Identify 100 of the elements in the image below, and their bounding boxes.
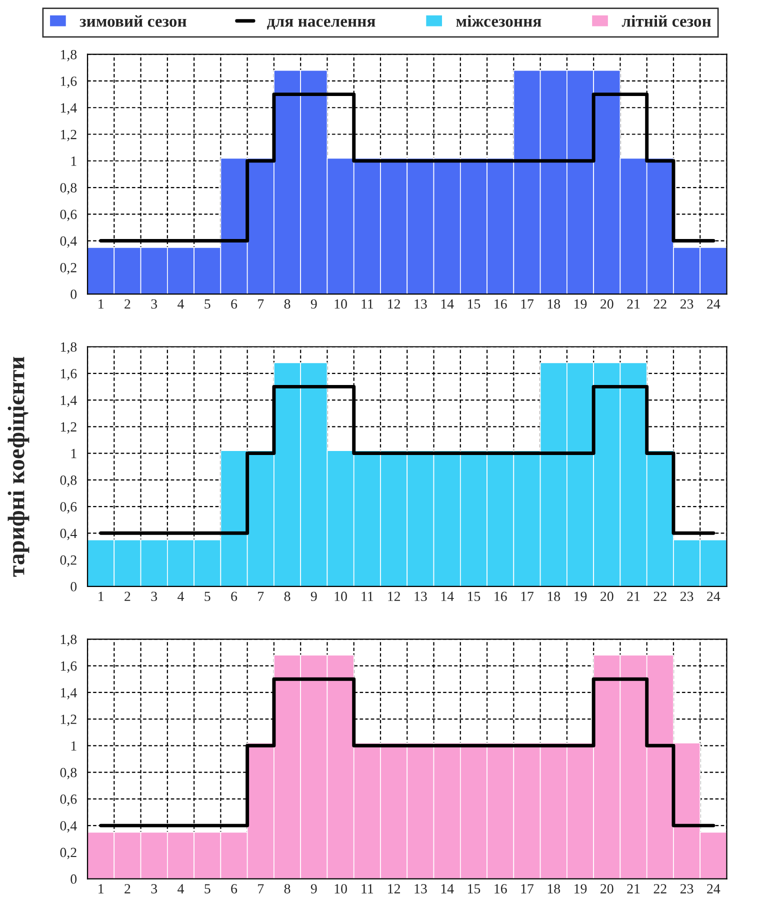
x-tick-label: 11 <box>362 884 374 894</box>
y-tick-label: 1,2 <box>60 714 76 726</box>
y-tick-label: 1,8 <box>60 634 77 646</box>
x-tick-label: 1 <box>98 299 104 309</box>
x-tick-label: 21 <box>627 884 640 894</box>
x-tick-label: 19 <box>574 592 587 602</box>
x-tick-label: 2 <box>124 884 130 894</box>
x-tick-label: 20 <box>600 884 614 894</box>
x-tick-label: 2 <box>124 299 130 309</box>
x-tick-label: 15 <box>468 884 480 894</box>
y-tick-label: 1 <box>71 156 76 166</box>
x-tick-label: 12 <box>388 299 400 309</box>
x-tick-label: 15 <box>468 592 480 602</box>
x-tick-label: 24 <box>707 884 720 894</box>
y-tick-label: 0,2 <box>60 848 76 860</box>
x-tick-label: 22 <box>654 299 666 309</box>
x-tick-label: 11 <box>362 299 374 309</box>
x-tick-label: 16 <box>494 884 507 894</box>
x-tick-label: 3 <box>151 299 158 309</box>
x-tick-label: 18 <box>548 299 560 309</box>
x-tick-label: 14 <box>441 884 454 894</box>
x-tick-label: 2 <box>124 592 130 601</box>
y-axis-title: тарифні коефіцієнти <box>8 356 30 577</box>
y-tick-label: 0,8 <box>60 768 77 780</box>
x-tick-label: 7 <box>258 299 264 309</box>
legend-label: зимовий сезон <box>80 15 186 27</box>
x-tick-label: 13 <box>414 299 427 309</box>
y-tick-label: 1,4 <box>60 103 77 115</box>
x-tick-label: 19 <box>574 884 587 894</box>
y-tick-label: 1 <box>71 741 76 750</box>
x-tick-label: 9 <box>310 299 317 309</box>
y-tick-label: 1,6 <box>60 661 77 673</box>
x-tick-label: 18 <box>548 592 560 602</box>
x-tick-label: 14 <box>441 592 454 601</box>
x-tick-label: 11 <box>362 592 374 601</box>
x-tick-label: 17 <box>521 884 534 894</box>
x-tick-label: 21 <box>627 592 640 601</box>
y-tick-label: 0,6 <box>60 502 77 514</box>
x-tick-label: 15 <box>468 299 480 309</box>
x-tick-label: 10 <box>334 592 347 602</box>
x-tick-label: 12 <box>388 884 400 894</box>
x-tick-label: 17 <box>521 592 534 601</box>
x-tick-label: 17 <box>521 299 534 309</box>
x-tick-label: 20 <box>600 592 614 602</box>
y-tick-label: 0,6 <box>60 210 77 222</box>
y-tick-label: 1,8 <box>60 50 77 62</box>
y-tick-label: 0,2 <box>60 555 76 567</box>
x-tick-label: 4 <box>178 592 184 601</box>
y-tick-label: 0,6 <box>60 794 77 806</box>
x-tick-label: 5 <box>204 592 210 602</box>
y-tick-label: 1,4 <box>60 688 77 700</box>
y-tick-label: 1,2 <box>60 130 76 142</box>
x-tick-label: 12 <box>388 592 400 601</box>
x-tick-label: 6 <box>231 299 238 309</box>
x-tick-label: 14 <box>441 299 454 309</box>
y-tick-label: 0,4 <box>60 236 77 248</box>
x-tick-label: 1 <box>98 592 104 601</box>
y-tick-label: 0 <box>70 874 77 884</box>
x-tick-label: 8 <box>284 884 290 894</box>
y-tick-label: 0,8 <box>60 475 77 487</box>
x-tick-label: 24 <box>707 299 720 309</box>
x-tick-label: 3 <box>151 884 158 894</box>
x-tick-label: 4 <box>178 884 184 894</box>
x-tick-label: 5 <box>204 884 210 894</box>
x-tick-label: 5 <box>204 299 210 309</box>
x-tick-label: 9 <box>310 884 317 894</box>
x-tick-label: 9 <box>310 592 317 602</box>
x-tick-label: 23 <box>680 299 694 309</box>
x-tick-label: 16 <box>494 592 507 602</box>
x-tick-label: 23 <box>680 592 694 602</box>
x-tick-label: 10 <box>334 299 347 309</box>
x-tick-label: 18 <box>548 884 560 894</box>
text: літній сезон <box>622 15 711 27</box>
x-tick-label: 3 <box>151 592 158 602</box>
x-tick-label: 20 <box>600 299 614 309</box>
y-tick-label: 0 <box>70 290 77 299</box>
x-tick-label: 22 <box>654 592 666 601</box>
x-tick-label: 24 <box>707 592 720 601</box>
x-tick-label: 22 <box>654 884 666 894</box>
y-tick-label: 1,6 <box>60 369 77 380</box>
y-tick-label: 1 <box>71 448 76 458</box>
y-tick-label: 0,4 <box>60 528 77 540</box>
x-tick-label: 19 <box>574 299 587 309</box>
legend-label: для населення <box>267 18 376 30</box>
x-tick-label: 23 <box>680 884 694 894</box>
x-tick-label: 10 <box>334 884 347 894</box>
y-tick-label: 0,2 <box>60 262 76 274</box>
x-tick-label: 13 <box>414 884 427 894</box>
x-tick-label: 21 <box>627 299 640 309</box>
y-tick-label: 0,4 <box>60 821 77 833</box>
x-tick-label: 8 <box>284 299 290 309</box>
x-tick-label: 4 <box>178 299 184 309</box>
y-tick-label: 1,6 <box>60 76 77 88</box>
legend-label: міжсезоння <box>456 15 542 27</box>
x-tick-label: 6 <box>231 884 238 894</box>
y-tick-label: 1,4 <box>60 396 77 407</box>
x-tick-label: 7 <box>258 592 264 601</box>
x-tick-label: 6 <box>231 592 238 602</box>
x-tick-label: 1 <box>98 884 104 894</box>
y-tick-label: 0 <box>70 582 77 592</box>
